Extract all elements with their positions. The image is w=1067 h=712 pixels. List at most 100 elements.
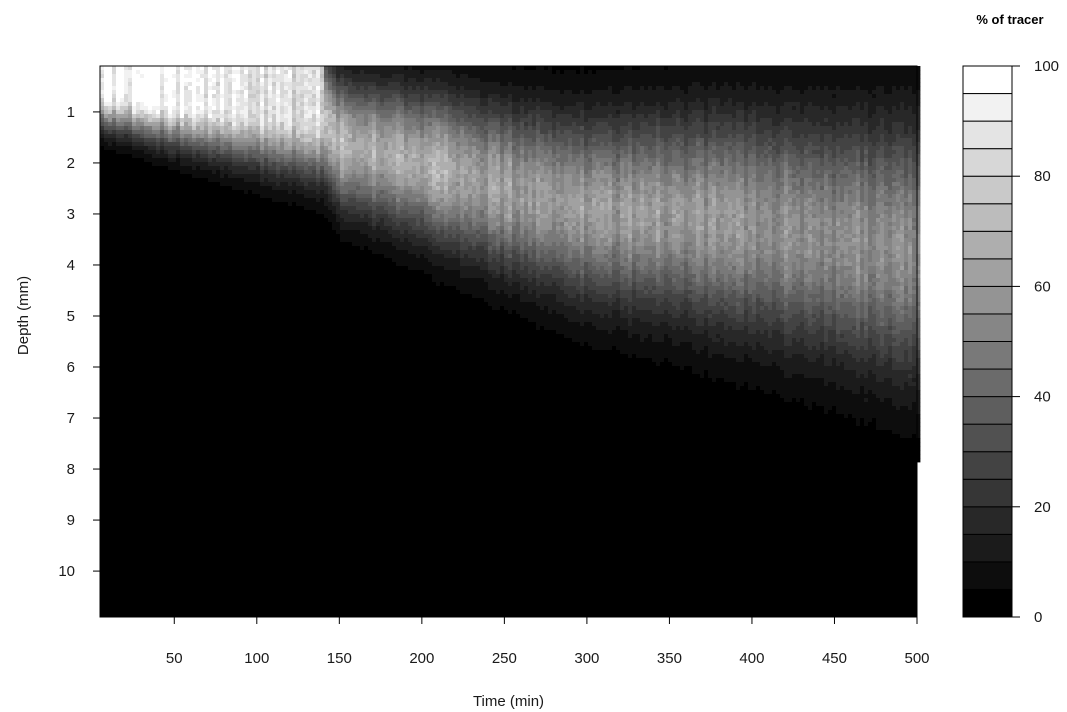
heatmap-cell [164,106,169,111]
heatmap-cell [240,90,245,95]
heatmap-cell [416,230,421,235]
heatmap-cell [508,310,513,315]
heatmap-cell [384,262,389,267]
heatmap-cell [476,254,481,259]
heatmap-cell [396,222,401,227]
heatmap-cell [164,114,169,119]
heatmap-cell [308,174,313,179]
heatmap-cell [376,258,381,263]
heatmap-cell [204,70,209,75]
heatmap-cell [548,122,553,127]
heatmap-cell [356,118,361,123]
heatmap-cell [460,258,465,263]
heatmap-cell [432,202,437,207]
heatmap-cell [420,166,425,171]
heatmap-cell [240,134,245,139]
heatmap-cell [504,94,509,99]
heatmap-cell [504,158,509,163]
heatmap-cell [520,182,525,187]
heatmap-cell [172,146,177,151]
heatmap-cell [412,218,417,223]
heatmap-cell [348,70,353,75]
heatmap-cell [416,242,421,247]
heatmap-cell [396,170,401,175]
heatmap-cell [536,234,541,239]
heatmap-cell [204,78,209,83]
heatmap-cell [488,170,493,175]
heatmap-cell [252,130,257,135]
heatmap-cell [408,170,413,175]
heatmap-cell [500,250,505,255]
heatmap-cell [312,66,317,71]
heatmap-cell [304,90,309,95]
heatmap-cell [340,150,345,155]
heatmap-cell [308,166,313,171]
heatmap-cell [424,238,429,243]
heatmap-cell [536,282,541,287]
heatmap-cell [356,214,361,219]
heatmap-cell [440,86,445,91]
heatmap-cell [248,118,253,123]
heatmap-cell [336,238,341,243]
heatmap-cell [504,166,509,171]
heatmap-cell [368,202,373,207]
heatmap-cell [416,154,421,159]
heatmap-cell [496,302,501,307]
heatmap-cell [412,66,417,71]
heatmap-cell [532,238,537,243]
heatmap-cell [516,78,521,83]
heatmap-cell [472,198,477,203]
heatmap-cell [336,186,341,191]
heatmap-cell [532,142,537,147]
heatmap-cell [316,126,321,131]
heatmap-cell [132,114,137,119]
heatmap-cell [548,66,553,71]
heatmap-cell [496,134,501,139]
heatmap-cell [172,66,177,71]
heatmap-cell [484,250,489,255]
heatmap-cell [232,102,237,107]
heatmap-cell [180,166,185,171]
heatmap-cell [212,122,217,127]
heatmap-cell [104,118,109,123]
heatmap-cell [296,114,301,119]
heatmap-cell [284,86,289,91]
heatmap-cell [516,106,521,111]
heatmap-cell [464,242,469,247]
heatmap-cell [372,178,377,183]
heatmap-cell [308,146,313,151]
heatmap-cell [504,134,509,139]
heatmap-cell [228,182,233,187]
heatmap-cell [472,266,477,271]
heatmap-cell [276,82,281,87]
heatmap-cell [488,222,493,227]
heatmap-cell [232,66,237,71]
heatmap-cell [260,106,265,111]
heatmap-cell [220,154,225,159]
heatmap-cell [552,234,557,239]
heatmap-cell [528,150,533,155]
heatmap-cell [484,126,489,131]
heatmap-cell [532,74,537,79]
heatmap-cell [456,122,461,127]
heatmap-cell [324,202,329,207]
heatmap-cell [364,130,369,135]
heatmap-cell [152,146,157,151]
heatmap-cell [520,110,525,115]
heatmap-cell [280,138,285,143]
heatmap-cell [304,86,309,91]
heatmap-cell [220,110,225,115]
heatmap-cell [412,162,417,167]
heatmap-cell [220,90,225,95]
heatmap-cell [460,114,465,119]
heatmap-cell [388,186,393,191]
heatmap-cell [532,270,537,275]
heatmap-cell [516,74,521,79]
heatmap-cell [484,270,489,275]
heatmap-cell [172,138,177,143]
heatmap-cell [256,174,261,179]
heatmap-cell [436,222,441,227]
heatmap-cell [396,182,401,187]
heatmap-cell [172,102,177,107]
